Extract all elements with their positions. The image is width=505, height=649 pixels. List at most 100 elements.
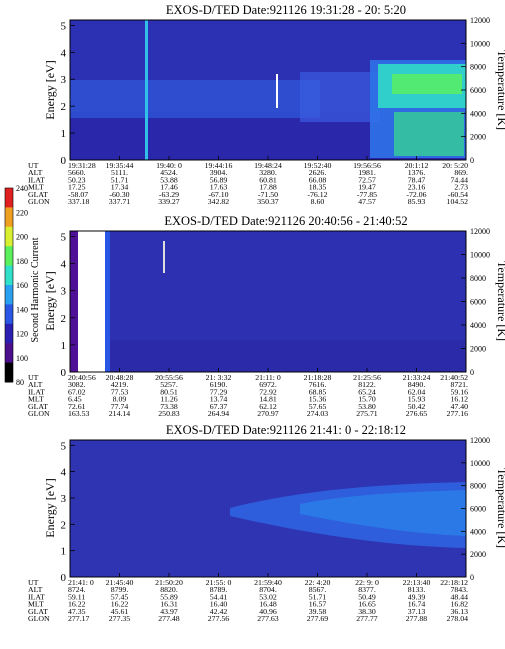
ephemeris-cell: 337.18 [68, 197, 90, 206]
ephemeris-cell: 277.35 [109, 614, 131, 623]
ephemeris-cell: 74.44 [450, 175, 468, 184]
ephemeris-row-label: ILAT [28, 387, 45, 396]
ephemeris-cell: 20:1:12 [405, 161, 429, 170]
panel-1-y-ticks: 0 1 2 3 4 5 [61, 20, 467, 167]
ephemeris-cell: 72.57 [358, 175, 376, 184]
ephemeris-cell: 16.12 [450, 395, 468, 404]
ephemeris-cell: -58.07 [68, 190, 88, 199]
y-tick-label: 2 [61, 519, 67, 531]
ephemeris-cell: 8490. [408, 380, 426, 389]
y2-tick-label: 4000 [470, 527, 486, 536]
ephemeris-cell: 270.97 [257, 409, 279, 418]
y2-tick-label: 12000 [470, 16, 490, 25]
y2-tick-label: 0 [470, 156, 474, 165]
panel-3-y2-ticks: 0 2000 4000 6000 8000 10000 12000 [461, 436, 490, 582]
y-tick-label: 5 [61, 231, 67, 243]
ephemeris-cell: 4219. [111, 380, 129, 389]
ephemeris-cell: 6190. [210, 380, 228, 389]
panel-2-y2-ticks: 0 2000 4000 6000 8000 10000 12000 [461, 227, 490, 377]
ephemeris-cell: 53.88 [160, 175, 178, 184]
ephemeris-cell: 22:13:40 [403, 578, 431, 587]
ephemeris-cell: 8704. [259, 585, 277, 594]
ephemeris-cell: 163.53 [68, 409, 90, 418]
ephemeris-cell: 8.09 [113, 395, 127, 404]
ephemeris-cell: 7616. [309, 380, 327, 389]
y-tick-label: 1 [61, 340, 67, 352]
ephemeris-cell: 67.37 [210, 402, 228, 411]
panel-1-spike-white [276, 74, 278, 108]
ephemeris-cell: 16.57 [309, 600, 327, 609]
y-tick-label: 1 [61, 128, 67, 140]
y-tick-label: 1 [61, 546, 67, 558]
panel-1-energy-band-right [300, 72, 380, 122]
y2-tick-label: 2000 [470, 550, 486, 559]
panel-2-y2label: Temperature [K] [495, 261, 505, 341]
y2-tick-label: 0 [470, 368, 474, 377]
ephemeris-cell: 51.71 [309, 592, 327, 601]
colorbar-ticks: 80 100 120 140 160 180 200 220 240 [16, 184, 28, 387]
ephemeris-cell: 20: 5:20 [442, 161, 468, 170]
ephemeris-cell: 78.47 [408, 175, 426, 184]
colorbar-swatch [5, 207, 13, 228]
ephemeris-cell: 21:41: 0 [68, 578, 94, 587]
ephemeris-cell: 19:56:56 [353, 161, 381, 170]
ephemeris-cell: 2626. [309, 168, 327, 177]
colorbar-label: Second Harmonic Current [30, 237, 41, 342]
ephemeris-cell: 19:35:44 [106, 161, 134, 170]
ephemeris-cell: 59.11 [68, 592, 85, 601]
ephemeris-row-label: ALT [28, 168, 43, 177]
y-tick-label: 0 [61, 367, 67, 379]
ephemeris-cell: 342.82 [208, 197, 230, 206]
panel-1-ylabel: Energy [eV] [43, 60, 57, 119]
ephemeris-cell: 869. [454, 168, 468, 177]
ephemeris-cell: 337.71 [109, 197, 131, 206]
ephemeris-cell: 8724. [68, 585, 86, 594]
ephemeris-cell: 21:25:56 [353, 373, 381, 382]
ephemeris-cell: 50.49 [358, 592, 376, 601]
ephemeris-cell: 15.36 [309, 395, 327, 404]
ephemeris-cell: 21:40:52 [440, 373, 468, 382]
colorbar-swatch [5, 226, 13, 247]
ephemeris-cell: 277.69 [307, 614, 329, 623]
ephemeris-cell: 59.16 [450, 387, 468, 396]
panel-3-ylabel: Energy [eV] [43, 478, 57, 537]
ephemeris-cell: 42.42 [210, 607, 228, 616]
ephemeris-cell: -60.54 [448, 190, 468, 199]
colorbar-swatch [5, 362, 13, 383]
ephemeris-cell: 16.48 [259, 600, 277, 609]
ephemeris-row-label: GLAT [28, 607, 48, 616]
ephemeris-cell: 250.83 [158, 409, 180, 418]
y-tick-label: 2 [61, 313, 67, 325]
ephemeris-cell: -71.50 [258, 190, 278, 199]
ephemeris-cell: 8820. [160, 585, 178, 594]
ephemeris-cell: 48.44 [450, 592, 468, 601]
panel-1-energy-band [70, 80, 320, 118]
y2-tick-label: 12000 [470, 227, 490, 236]
ephemeris-cell: 5660. [68, 168, 86, 177]
ephemeris-cell: -77.85 [357, 190, 377, 199]
ephemeris-cell: 55.89 [160, 592, 178, 601]
ephemeris-cell: -76.12 [307, 190, 327, 199]
ephemeris-cell: 54.41 [210, 592, 228, 601]
panel-1-spike-cyan [145, 20, 148, 160]
ephemeris-cell: 40.96 [259, 607, 277, 616]
colorbar-tick-label: 140 [16, 305, 28, 314]
ephemeris-row-label: ILAT [28, 592, 45, 601]
y2-tick-label: 2000 [470, 345, 486, 354]
colorbar-tick-label: 220 [16, 208, 28, 217]
ephemeris-cell: 57.45 [111, 592, 129, 601]
ephemeris-cell: 16.40 [210, 600, 228, 609]
ephemeris-cell: 17.63 [210, 183, 228, 192]
ephemeris-cell: -72.06 [406, 190, 426, 199]
panel-2-y-ticks: 0 1 2 3 4 5 [61, 231, 467, 379]
ephemeris-row-label: MLT [28, 600, 44, 609]
colorbar-swatch [5, 323, 13, 344]
ephemeris-cell: 350.37 [257, 197, 279, 206]
ephemeris-cell: 15.70 [358, 395, 376, 404]
y-tick-label: 3 [61, 74, 67, 86]
ephemeris-cell: 3082. [68, 380, 86, 389]
ephemeris-cell: 15.93 [408, 395, 426, 404]
colorbar-tick-label: 100 [16, 354, 28, 363]
ephemeris-cell: 21:11: 0 [255, 373, 281, 382]
ephemeris-cell: 8721. [450, 380, 468, 389]
